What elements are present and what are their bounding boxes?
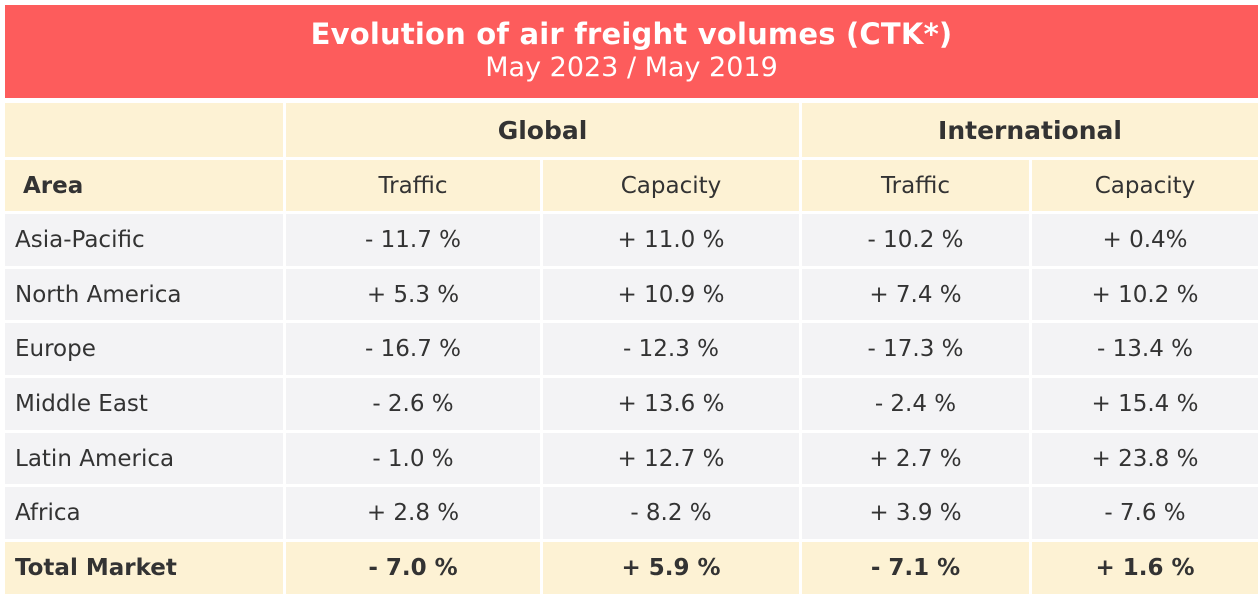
header-empty-cell	[5, 103, 283, 157]
table-cell-international-capacity: - 13.4 %	[1032, 323, 1258, 376]
table-cell-global-capacity: + 10.9 %	[543, 268, 799, 321]
table-cell-area: Europe	[5, 323, 283, 376]
table-cell-global-traffic: + 5.3 %	[286, 268, 540, 321]
table-cell-global-capacity: - 8.2 %	[543, 487, 799, 540]
table-cell-global-traffic: + 2.8 %	[286, 487, 540, 540]
column-header-area: Area	[5, 160, 283, 211]
freight-table: Global International Area Traffic Capaci…	[5, 103, 1258, 594]
column-header-international-capacity: Capacity	[1032, 160, 1258, 211]
column-header-global-capacity: Capacity	[543, 160, 799, 211]
total-row-international-capacity: + 1.6 %	[1032, 542, 1258, 594]
table-cell-global-traffic: - 1.0 %	[286, 432, 540, 485]
title-band: Evolution of air freight volumes (CTK*) …	[5, 5, 1258, 98]
total-row-area: Total Market	[5, 542, 283, 594]
table-cell-area: North America	[5, 268, 283, 321]
total-row-global-capacity: + 5.9 %	[543, 542, 799, 594]
table-cell-international-traffic: - 10.2 %	[802, 214, 1029, 266]
group-header-international: International	[802, 103, 1258, 157]
table-cell-global-capacity: + 12.7 %	[543, 432, 799, 485]
table-cell-international-traffic: - 2.4 %	[802, 378, 1029, 430]
table-cell-international-capacity: + 0.4%	[1032, 214, 1258, 266]
table-cell-global-capacity: + 11.0 %	[543, 214, 799, 266]
table-title: Evolution of air freight volumes (CTK*)	[310, 17, 953, 51]
table-cell-global-capacity: - 12.3 %	[543, 323, 799, 376]
table-cell-area: Africa	[5, 487, 283, 540]
table-cell-international-capacity: + 15.4 %	[1032, 378, 1258, 430]
table-cell-area: Middle East	[5, 378, 283, 430]
table-subtitle: May 2023 / May 2019	[485, 52, 778, 83]
table-cell-international-traffic: + 3.9 %	[802, 487, 1029, 540]
table-cell-area: Latin America	[5, 432, 283, 485]
table-cell-global-capacity: + 13.6 %	[543, 378, 799, 430]
table-cell-international-traffic: + 2.7 %	[802, 432, 1029, 485]
table-cell-international-traffic: + 7.4 %	[802, 268, 1029, 321]
total-row-international-traffic: - 7.1 %	[802, 542, 1029, 594]
table-cell-area: Asia-Pacific	[5, 214, 283, 266]
table-cell-international-capacity: + 10.2 %	[1032, 268, 1258, 321]
total-row-global-traffic: - 7.0 %	[286, 542, 540, 594]
column-header-international-traffic: Traffic	[802, 160, 1029, 211]
table-cell-global-traffic: - 16.7 %	[286, 323, 540, 376]
column-header-global-traffic: Traffic	[286, 160, 540, 211]
group-header-global: Global	[286, 103, 799, 157]
table-cell-international-capacity: - 7.6 %	[1032, 487, 1258, 540]
table-cell-international-traffic: - 17.3 %	[802, 323, 1029, 376]
table-cell-international-capacity: + 23.8 %	[1032, 432, 1258, 485]
table-cell-global-traffic: - 2.6 %	[286, 378, 540, 430]
table-cell-global-traffic: - 11.7 %	[286, 214, 540, 266]
